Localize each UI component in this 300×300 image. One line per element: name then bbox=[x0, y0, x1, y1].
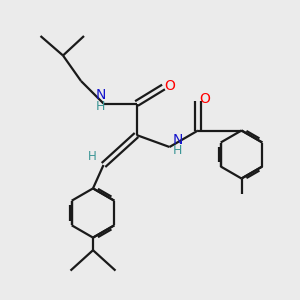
Text: H: H bbox=[88, 149, 97, 163]
Text: N: N bbox=[173, 133, 183, 146]
Text: H: H bbox=[96, 100, 105, 113]
Text: H: H bbox=[173, 144, 183, 157]
Text: O: O bbox=[199, 92, 210, 106]
Text: N: N bbox=[95, 88, 106, 102]
Text: O: O bbox=[165, 79, 176, 92]
